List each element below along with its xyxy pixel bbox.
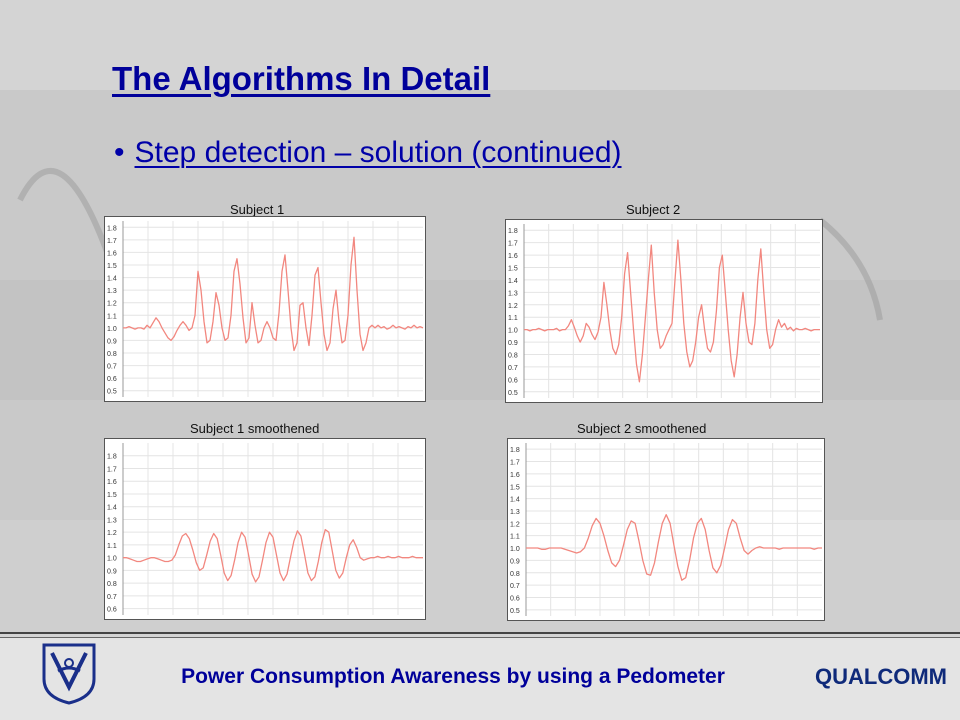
y-tick-label: 1.0 <box>107 556 117 563</box>
y-tick-label: 1.3 <box>107 288 117 295</box>
y-tick-label: 0.7 <box>510 583 520 590</box>
y-tick-label: 1.7 <box>107 238 117 245</box>
y-tick-label: 1.8 <box>510 447 520 454</box>
series-line <box>524 239 820 383</box>
y-tick-label: 1.2 <box>107 301 117 308</box>
y-tick-label: 1.7 <box>107 466 117 473</box>
y-tick-label: 0.5 <box>107 389 117 396</box>
bullet-item: • Step detection – solution (continued) <box>114 136 622 170</box>
y-tick-label: 1.7 <box>510 460 520 467</box>
chart-subject-2: 0.5 0.6 0.7 0.8 0.9 1.0 1.1 1.2 1.3 1.4 1.5 1.6 1.7 1… <box>505 219 823 403</box>
chart-svg-subject-1: 0.5 0.6 0.7 0.8 0.9 1.0 1.1 1.2 1.3 1.4 1.5 1.6 1.7 1… <box>107 221 424 397</box>
y-tick-label: 0.8 <box>510 571 520 578</box>
y-tick-label: 0.5 <box>508 390 518 397</box>
y-tick-label: 1.5 <box>510 484 520 491</box>
chart-svg-subject-1-smoothened: 0.6 0.7 0.8 0.9 1.0 1.1 1.2 1.3 1.4 1.5 1.6 1.7 1.8 <box>107 443 423 615</box>
y-tick-label: 1.6 <box>107 479 117 486</box>
y-tick-label: 1.0 <box>508 328 518 335</box>
y-tick-label: 0.5 <box>510 608 520 615</box>
university-emblem-logo <box>42 643 96 705</box>
footer-divider-thin <box>0 637 960 638</box>
y-tick-label: 0.9 <box>107 338 117 345</box>
y-tick-label: 0.8 <box>508 353 518 360</box>
y-tick-label: 0.9 <box>508 340 518 347</box>
y-tick-label: 1.4 <box>107 505 117 512</box>
y-tick-label: 1.2 <box>107 530 117 537</box>
y-tick-label: 0.6 <box>107 376 117 383</box>
y-tick-label: 0.8 <box>107 581 117 588</box>
bullet-marker: • <box>114 136 125 169</box>
y-tick-label: 0.9 <box>510 558 520 565</box>
y-tick-label: 1.8 <box>508 228 518 235</box>
chart-subject-2-smoothened: 0.5 0.6 0.7 0.8 0.9 1.0 1.1 1.2 1.3 1.4 1.5 1.6 1.7 1… <box>507 438 825 621</box>
y-tick-label: 1.4 <box>510 497 520 504</box>
y-tick-label: 1.6 <box>107 250 117 257</box>
series-line <box>123 236 424 352</box>
y-tick-label: 1.3 <box>107 517 117 524</box>
y-tick-label: 0.7 <box>107 364 117 371</box>
y-tick-label: 1.0 <box>107 326 117 333</box>
y-tick-label: 0.6 <box>107 607 117 614</box>
series-line <box>526 514 822 581</box>
y-tick-label: 1.8 <box>107 454 117 461</box>
y-tick-label: 1.3 <box>508 290 518 297</box>
y-tick-label: 1.8 <box>107 225 117 232</box>
y-tick-label: 1.1 <box>508 315 518 322</box>
y-tick-label: 1.4 <box>508 278 518 285</box>
y-tick-label: 1.1 <box>510 534 520 541</box>
y-tick-label: 0.8 <box>107 351 117 358</box>
y-tick-label: 0.9 <box>107 568 117 575</box>
y-tick-label: 1.0 <box>510 546 520 553</box>
y-tick-label: 1.5 <box>107 492 117 499</box>
y-tick-label: 1.5 <box>107 263 117 270</box>
y-tick-label: 1.7 <box>508 241 518 248</box>
y-tick-label: 1.6 <box>510 472 520 479</box>
footer-title: Power Consumption Awareness by using a P… <box>181 665 725 688</box>
y-tick-label: 1.2 <box>510 521 520 528</box>
chart-title-subject-1: Subject 1 <box>230 202 285 217</box>
y-tick-label: 0.6 <box>508 377 518 384</box>
chart-title-subject-1-smoothened: Subject 1 smoothened <box>190 421 320 436</box>
y-tick-label: 1.2 <box>508 303 518 310</box>
qualcomm-logo: QUALCOMM <box>815 664 947 689</box>
y-tick-label: 0.7 <box>107 594 117 601</box>
chart-title-subject-2-smoothened: Subject 2 smoothened <box>577 421 707 436</box>
chart-svg-subject-2-smoothened: 0.5 0.6 0.7 0.8 0.9 1.0 1.1 1.2 1.3 1.4 1.5 1.6 1.7 1… <box>510 443 822 616</box>
series-line <box>123 528 423 583</box>
chart-svg-subject-2: 0.5 0.6 0.7 0.8 0.9 1.0 1.1 1.2 1.3 1.4 1.5 1.6 1.7 1… <box>508 224 820 398</box>
chart-title-subject-2: Subject 2 <box>626 202 681 217</box>
y-tick-label: 0.6 <box>510 595 520 602</box>
y-tick-label: 1.6 <box>508 253 518 260</box>
y-tick-label: 1.1 <box>107 543 117 550</box>
y-tick-label: 0.7 <box>508 365 518 372</box>
y-tick-label: 1.3 <box>510 509 520 516</box>
chart-subject-1: 0.5 0.6 0.7 0.8 0.9 1.0 1.1 1.2 1.3 1.4 1.5 1.6 1.7 1… <box>104 216 426 402</box>
y-tick-label: 1.4 <box>107 276 117 283</box>
y-tick-label: 1.5 <box>508 266 518 273</box>
bullet-text[interactable]: Step detection – solution (continued) <box>134 136 622 169</box>
chart-subject-1-smoothened: 0.6 0.7 0.8 0.9 1.0 1.1 1.2 1.3 1.4 1.5 1.6 1.7 1.8 <box>104 438 426 620</box>
footer-divider <box>0 632 960 634</box>
y-tick-label: 1.1 <box>107 313 117 320</box>
slide-title: The Algorithms In Detail <box>112 60 491 97</box>
